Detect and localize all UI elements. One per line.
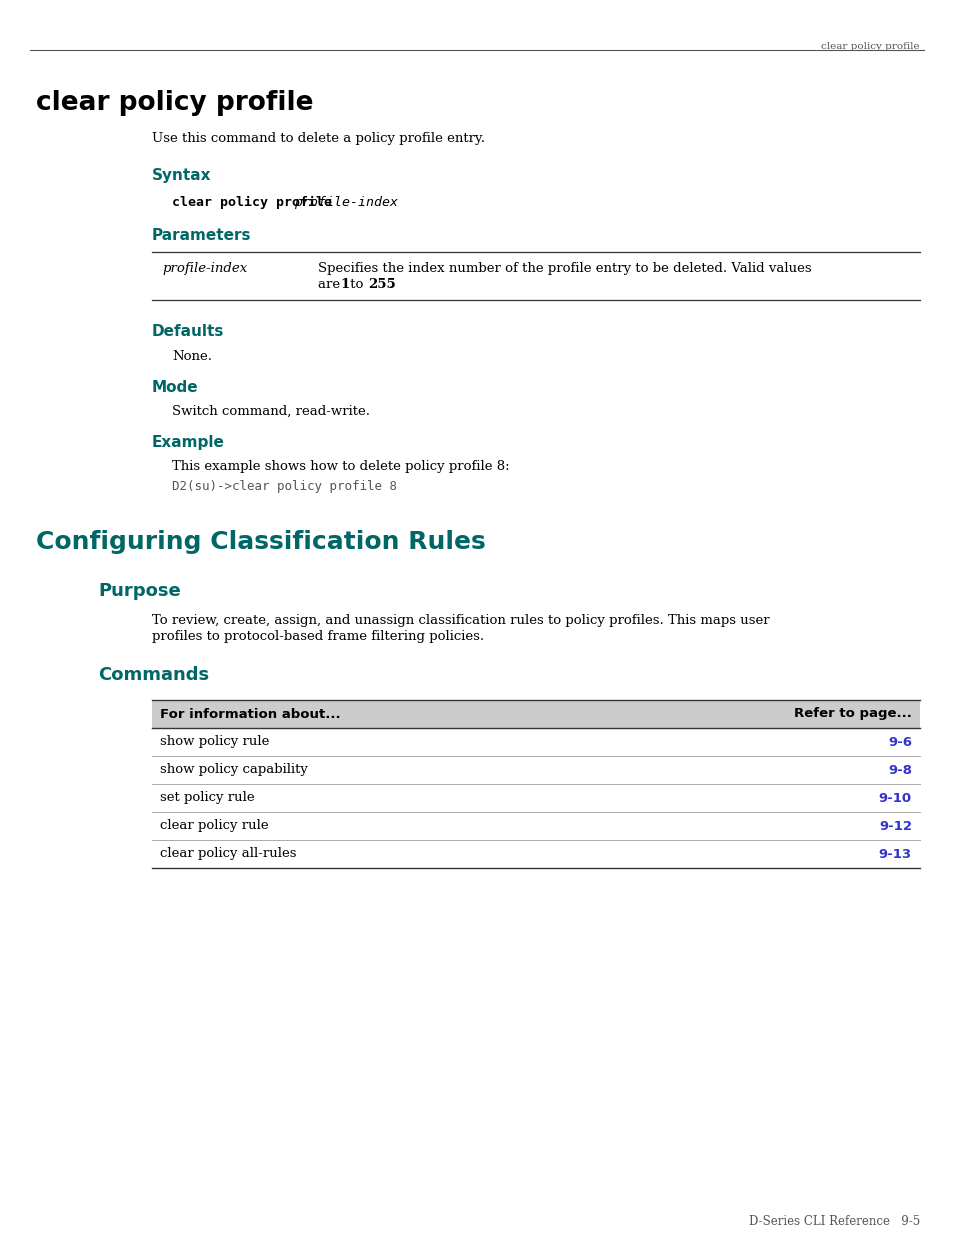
Text: D-Series CLI Reference   9-5: D-Series CLI Reference 9-5 <box>748 1215 919 1228</box>
Text: show policy capability: show policy capability <box>160 763 308 777</box>
Text: Mode: Mode <box>152 380 198 395</box>
Text: Commands: Commands <box>98 666 209 684</box>
Text: .: . <box>389 278 393 291</box>
Text: Configuring Classification Rules: Configuring Classification Rules <box>36 530 485 555</box>
Text: D2(su)->clear policy profile 8: D2(su)->clear policy profile 8 <box>172 480 396 493</box>
Text: Purpose: Purpose <box>98 582 180 600</box>
Text: To review, create, assign, and unassign classification rules to policy profiles.: To review, create, assign, and unassign … <box>152 614 769 627</box>
Text: 9-8: 9-8 <box>887 763 911 777</box>
Text: Specifies the index number of the profile entry to be deleted. Valid values: Specifies the index number of the profil… <box>317 262 811 275</box>
Bar <box>152 700 919 727</box>
Text: Syntax: Syntax <box>152 168 212 183</box>
Text: Example: Example <box>152 435 225 450</box>
Text: clear policy profile: clear policy profile <box>172 196 339 209</box>
Text: profile-index: profile-index <box>162 262 247 275</box>
Text: Use this command to delete a policy profile entry.: Use this command to delete a policy prof… <box>152 132 484 144</box>
Text: 1: 1 <box>339 278 349 291</box>
Text: are: are <box>317 278 344 291</box>
Text: set policy rule: set policy rule <box>160 792 254 804</box>
Text: Refer to page...: Refer to page... <box>793 708 911 720</box>
Text: clear policy profile: clear policy profile <box>36 90 314 116</box>
Text: clear policy profile: clear policy profile <box>821 42 919 51</box>
Text: profile-index: profile-index <box>294 196 397 209</box>
Text: This example shows how to delete policy profile 8:: This example shows how to delete policy … <box>172 459 509 473</box>
Text: Parameters: Parameters <box>152 228 252 243</box>
Text: 9-10: 9-10 <box>878 792 911 804</box>
Text: 255: 255 <box>368 278 395 291</box>
Text: 9-13: 9-13 <box>878 847 911 861</box>
Text: For information about...: For information about... <box>160 708 340 720</box>
Text: clear policy rule: clear policy rule <box>160 820 269 832</box>
Text: 9-12: 9-12 <box>878 820 911 832</box>
Text: profiles to protocol-based frame filtering policies.: profiles to protocol-based frame filteri… <box>152 630 483 643</box>
Text: Defaults: Defaults <box>152 324 224 338</box>
Text: Switch command, read-write.: Switch command, read-write. <box>172 405 370 417</box>
Text: to: to <box>346 278 367 291</box>
Text: 9-6: 9-6 <box>887 736 911 748</box>
Text: clear policy all-rules: clear policy all-rules <box>160 847 296 861</box>
Text: None.: None. <box>172 350 212 363</box>
Text: show policy rule: show policy rule <box>160 736 269 748</box>
